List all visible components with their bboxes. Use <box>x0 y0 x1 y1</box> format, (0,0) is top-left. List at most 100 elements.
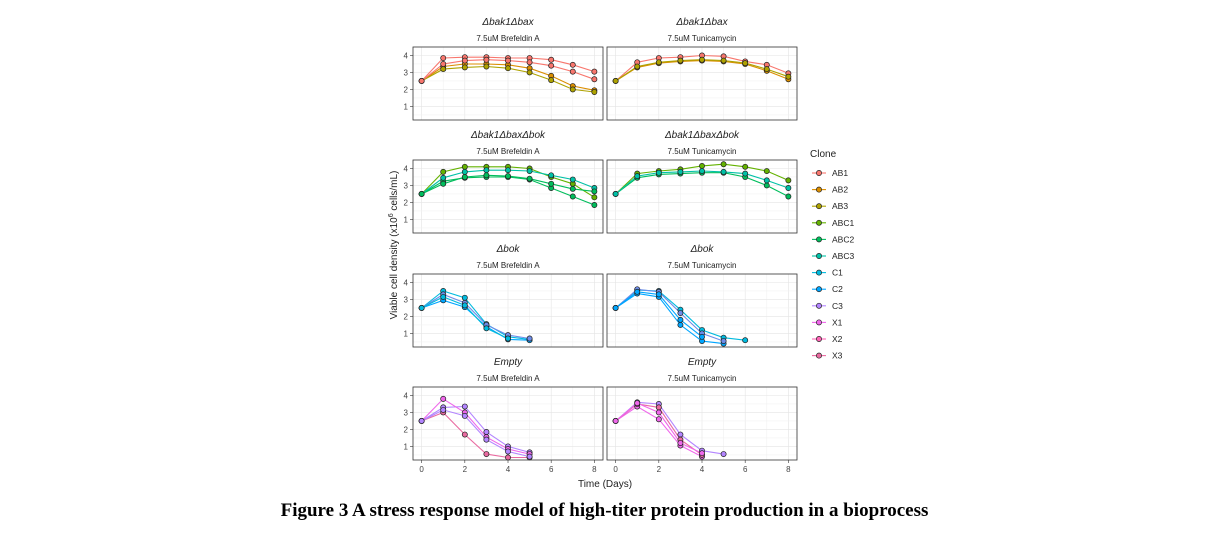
data-point-C3 <box>720 338 727 345</box>
x-tick-label: 0 <box>419 465 424 474</box>
data-point-C2 <box>677 316 684 323</box>
data-point-ABC1 <box>763 168 770 174</box>
panel-title: Δbak1ΔbaxΔbok <box>470 130 546 141</box>
panel-subtitle: 7.5uM Tunicamycin <box>668 261 737 270</box>
legend-key-point <box>816 186 822 193</box>
data-point-AB1 <box>483 56 490 63</box>
series-line-X1 <box>421 409 530 458</box>
data-point-C1 <box>418 305 425 311</box>
data-point-AB1 <box>440 61 447 67</box>
panel-subtitle: 7.5uM Brefeldin A <box>476 374 540 383</box>
y-axis-title-main: Viable cell density (x10 <box>389 217 400 320</box>
y-axis-title: Viable cell density (x106 cells/mL) <box>388 171 400 320</box>
x-tick-label: 2 <box>463 465 468 474</box>
data-point-AB3 <box>742 60 749 67</box>
x-tick-label: 2 <box>657 465 662 474</box>
data-point-ABC1 <box>785 177 792 184</box>
y-tick-label: 1 <box>404 442 409 451</box>
data-point-C2 <box>677 321 684 328</box>
legend-key-point <box>816 352 822 359</box>
legend-label-AB3: AB3 <box>832 201 848 211</box>
legend-key-point <box>816 319 822 326</box>
data-point-C3 <box>677 310 684 316</box>
legend-key-point <box>816 203 822 210</box>
data-point-AB1 <box>418 78 425 84</box>
legend-label-ABC1: ABC1 <box>832 218 854 228</box>
data-point-ABC3 <box>677 168 684 175</box>
data-point-AB1 <box>591 76 598 83</box>
data-point-ABC1 <box>720 161 727 168</box>
data-point-C2 <box>612 305 619 311</box>
data-point-AB3 <box>763 66 770 73</box>
data-point-X1 <box>418 418 425 424</box>
x-tick-label: 8 <box>786 465 791 474</box>
panel-subtitle: 7.5uM Brefeldin A <box>476 261 540 270</box>
panel-title: Δbok <box>690 244 715 255</box>
legend-label-ABC2: ABC2 <box>832 234 854 244</box>
data-point-ABC2 <box>505 173 511 180</box>
x-tick-label: 6 <box>743 465 748 474</box>
y-tick-label: 2 <box>404 85 409 94</box>
legend-label-C3: C3 <box>832 301 843 311</box>
data-point-X2 <box>612 418 619 424</box>
legend-label-ABC3: ABC3 <box>832 251 854 261</box>
data-point-ABC1 <box>699 162 705 169</box>
data-point-ABC2 <box>785 193 792 200</box>
y-tick-label: 3 <box>404 181 409 190</box>
data-point-AB3 <box>526 69 533 76</box>
x-tick-label: 4 <box>506 465 511 474</box>
data-point-X3 <box>505 454 511 461</box>
panel-subtitle: 7.5uM Brefeldin A <box>476 147 540 156</box>
x-tick-label: 8 <box>592 465 597 474</box>
data-point-C3 <box>526 335 533 342</box>
data-point-X1 <box>483 429 490 435</box>
data-point-AB3 <box>440 66 447 73</box>
data-point-C2 <box>699 333 705 340</box>
x-tick-label: 6 <box>549 465 554 474</box>
data-point-ABC3 <box>655 169 662 176</box>
data-point-X2 <box>440 395 447 402</box>
y-axis-title-units: cells/mL) <box>389 171 400 214</box>
x-tick-label: 4 <box>700 465 705 474</box>
data-point-ABC3 <box>569 176 576 183</box>
legend-label-AB2: AB2 <box>832 185 848 195</box>
y-tick-label: 4 <box>404 391 409 400</box>
legend-label-C1: C1 <box>832 268 843 278</box>
legend-key-point <box>816 236 822 243</box>
y-tick-label: 4 <box>404 278 409 287</box>
legend-key-point <box>816 336 822 342</box>
data-point-AB3 <box>720 57 727 64</box>
y-tick-label: 2 <box>404 312 409 321</box>
data-point-ABC3 <box>526 168 533 174</box>
legend-key-point <box>816 253 822 259</box>
data-point-AB1 <box>440 55 447 61</box>
legend-label-C2: C2 <box>832 284 843 294</box>
data-point-ABC3 <box>720 168 727 175</box>
data-point-C1 <box>440 293 447 300</box>
data-point-ABC3 <box>612 191 619 197</box>
data-point-C1 <box>483 325 490 332</box>
data-point-C1 <box>505 335 511 342</box>
series-line-C2 <box>615 292 724 345</box>
legend-label-X2: X2 <box>832 334 843 344</box>
data-point-C2 <box>634 288 641 295</box>
data-point-ABC2 <box>548 180 555 187</box>
data-point-ABC2 <box>591 188 598 195</box>
data-point-AB3 <box>548 77 555 84</box>
panel-title: Δbok <box>496 244 521 255</box>
legend-key-point <box>816 286 822 293</box>
faceted-line-chart: Δbak1Δbax 7.5uM Brefeldin A 1 2 3 4 Δbak1Δbax 7… <box>388 17 854 490</box>
data-point-ABC3 <box>742 170 749 177</box>
x-tick-label: 0 <box>613 465 618 474</box>
data-point-AB3 <box>569 86 576 93</box>
legend-key-point <box>816 302 822 309</box>
data-point-AB3 <box>461 64 468 71</box>
data-point-AB1 <box>569 61 576 68</box>
data-point-ABC2 <box>569 185 576 192</box>
y-tick-label: 4 <box>404 164 409 173</box>
series-line-C3 <box>421 293 530 340</box>
data-point-AB1 <box>548 56 555 63</box>
panel-title: Δbak1ΔbaxΔbok <box>664 130 740 141</box>
data-point-ABC2 <box>461 174 468 180</box>
